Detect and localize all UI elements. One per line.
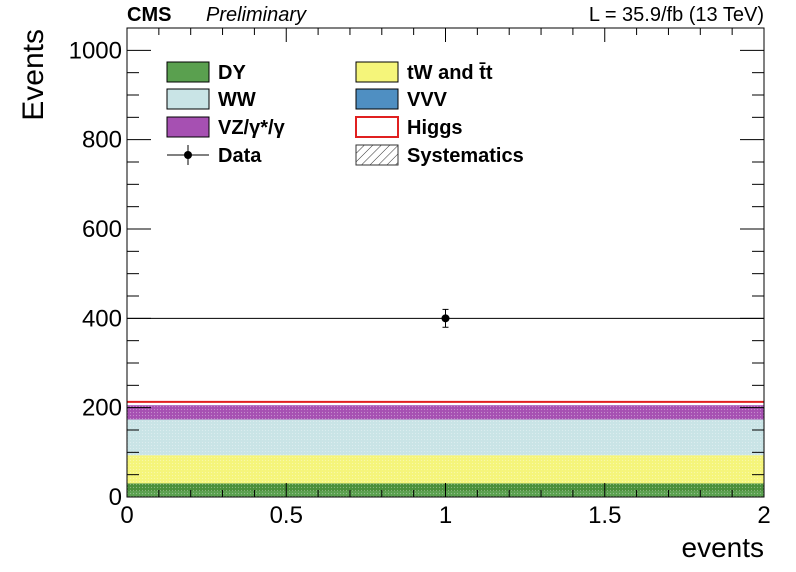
- legend-swatch: [355, 61, 399, 83]
- y-tick-label: 200: [82, 395, 122, 422]
- x-axis-title: events: [682, 532, 765, 563]
- legend-label: WW: [218, 89, 256, 111]
- stack-bar-texture-4: [127, 419, 764, 456]
- x-tick-label: 1: [439, 502, 452, 529]
- legend-entry: Data: [167, 145, 262, 167]
- y-tick-label: 1000: [69, 37, 122, 64]
- legend-entry: VZ/γ*/γ: [166, 116, 286, 139]
- stack-bar-texture-5: [127, 405, 764, 420]
- data-point: [441, 314, 450, 323]
- x-tick-label: 1.5: [588, 502, 621, 529]
- legend-swatch: [355, 144, 399, 166]
- legend: DY tW and t̄t WW VVV VZ/γ*/γ Higgs Data Systema…: [166, 61, 524, 167]
- legend-entry: tW and t̄t: [355, 61, 493, 84]
- lumi-label: L = 35.9/fb (13 TeV): [589, 4, 764, 26]
- legend-label: VVV: [407, 89, 448, 111]
- stack-layer: [127, 405, 764, 497]
- legend-entry: Higgs: [355, 116, 463, 139]
- y-tick-label: 0: [109, 484, 122, 511]
- legend-swatch: [355, 116, 399, 138]
- stack-bar-texture-3: [127, 455, 764, 484]
- legend-label: Higgs: [407, 117, 463, 139]
- legend-label: VZ/γ*/γ: [218, 117, 286, 139]
- legend-label: Systematics: [407, 145, 524, 167]
- legend-entry: VVV: [355, 88, 448, 111]
- legend-entry: DY: [166, 61, 246, 84]
- y-tick-label: 800: [82, 127, 122, 154]
- x-tick-label: 0: [120, 502, 133, 529]
- legend-label: tW and t̄t: [407, 62, 493, 84]
- y-tick-label: 600: [82, 216, 122, 243]
- y-tick-label: 400: [82, 305, 122, 332]
- legend-label: DY: [218, 62, 246, 84]
- x-tick-label: 2: [757, 502, 770, 529]
- x-tick-label: 0.5: [270, 502, 303, 529]
- legend-swatch: [166, 61, 210, 83]
- legend-marker: [184, 151, 192, 159]
- axis-layer: 0 200 400 600 800 1000 0 0.5 1 1.5 2: [69, 27, 771, 529]
- legend-entry: WW: [166, 88, 256, 111]
- legend-label: Data: [218, 145, 262, 167]
- legend-entry: Systematics: [355, 144, 524, 167]
- legend-swatch: [166, 88, 210, 110]
- legend-swatch: [166, 116, 210, 138]
- status-label: Preliminary: [206, 4, 307, 26]
- experiment-label: CMS: [127, 4, 171, 26]
- line-layer: [127, 308, 764, 403]
- legend-swatch: [355, 88, 399, 110]
- y-axis-title: Events: [17, 29, 50, 121]
